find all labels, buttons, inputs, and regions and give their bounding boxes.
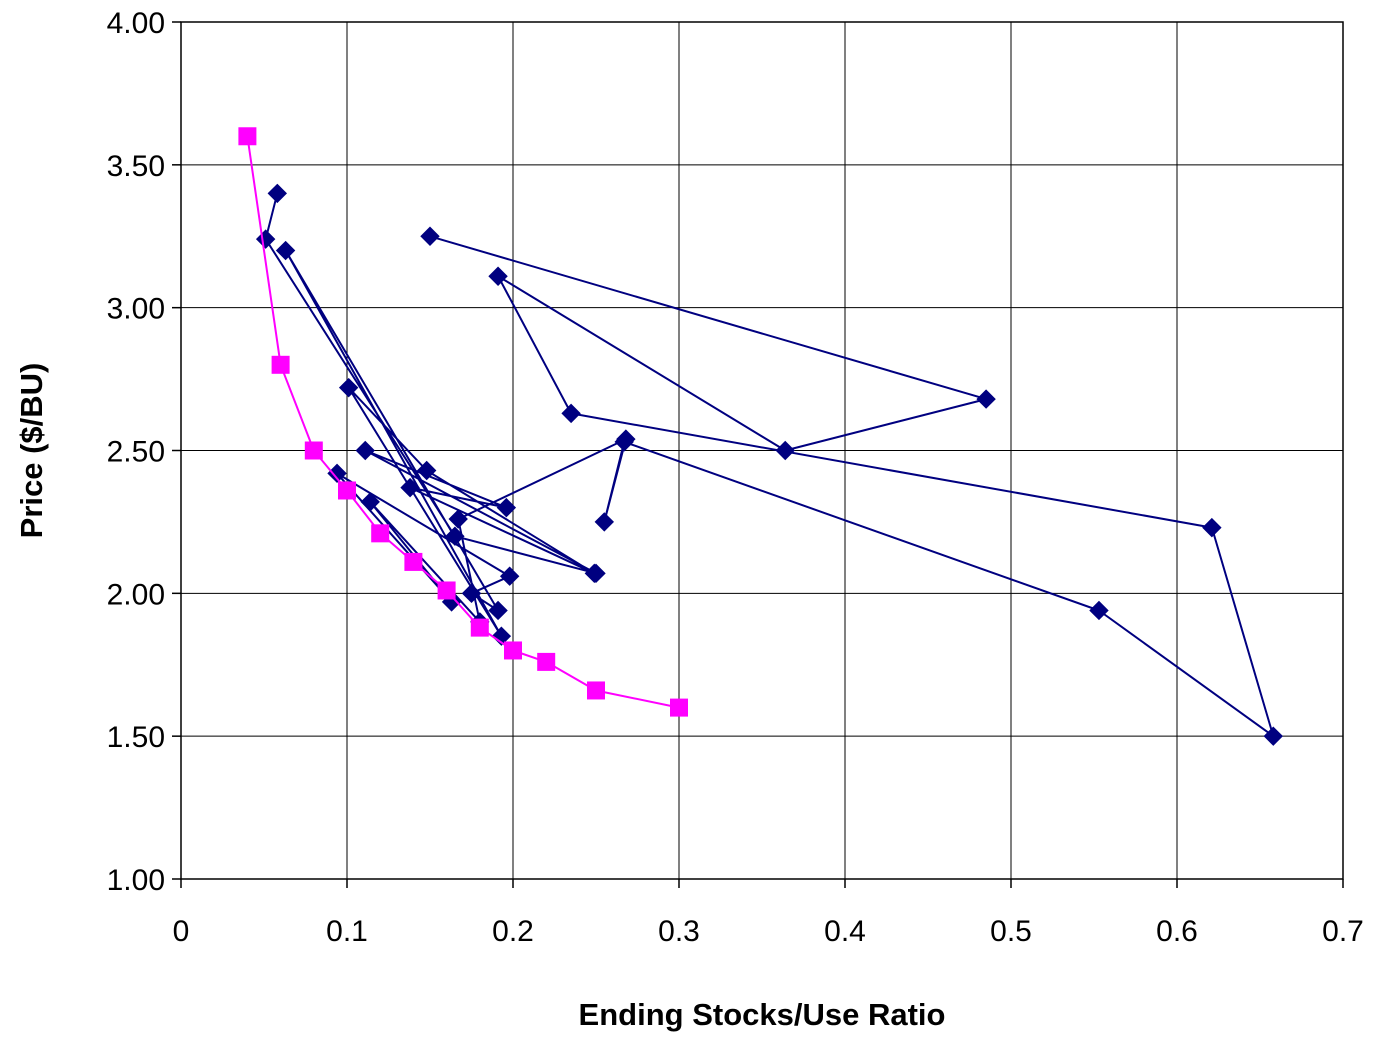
data-point-diamond bbox=[496, 497, 517, 518]
y-tick-label: 4.00 bbox=[107, 7, 165, 40]
data-point-square bbox=[470, 618, 489, 637]
x-tick-label: 0.2 bbox=[492, 915, 534, 948]
data-point-diamond bbox=[488, 600, 508, 621]
x-tick-label: 0.1 bbox=[326, 915, 368, 948]
data-point-diamond bbox=[594, 512, 615, 532]
series bbox=[238, 127, 1283, 746]
data-point-diamond bbox=[488, 266, 508, 286]
data-point-diamond bbox=[775, 440, 795, 461]
y-tick-label: 3.50 bbox=[107, 150, 165, 183]
series-2 bbox=[238, 127, 688, 717]
data-point-diamond bbox=[1263, 726, 1283, 746]
x-axis-ticks: 0 0.1 0.2 0.3 0.4 0.5 0.6 0.7 bbox=[173, 879, 1364, 948]
data-point-square bbox=[338, 481, 356, 500]
data-point-diamond bbox=[400, 477, 420, 498]
y-axis-title: Price ($/BU) bbox=[14, 363, 49, 539]
data-point-square bbox=[371, 524, 390, 543]
data-point-diamond bbox=[976, 389, 996, 409]
data-point-square bbox=[537, 652, 556, 671]
y-tick-label: 2.50 bbox=[107, 436, 165, 469]
y-axis-ticks: 1.00 1.50 2.00 2.50 3.00 3.50 4.00 bbox=[107, 7, 181, 897]
x-tick-label: 0.4 bbox=[824, 915, 866, 948]
data-point-diamond bbox=[1089, 600, 1109, 621]
data-point-diamond bbox=[491, 626, 512, 646]
data-point-square bbox=[437, 581, 456, 600]
data-point-square bbox=[238, 127, 257, 146]
x-tick-label: 0.5 bbox=[990, 915, 1032, 948]
data-point-diamond bbox=[420, 226, 440, 246]
gridlines bbox=[180, 21, 1344, 880]
data-point-square bbox=[271, 355, 290, 374]
data-point-diamond bbox=[360, 492, 380, 512]
y-tick-label: 2.00 bbox=[107, 578, 165, 611]
x-tick-label: 0.7 bbox=[1322, 915, 1364, 948]
y-tick-label: 1.50 bbox=[107, 721, 165, 754]
data-point-diamond bbox=[445, 526, 465, 546]
data-point-diamond bbox=[275, 240, 296, 261]
data-point-diamond bbox=[499, 566, 520, 586]
data-point-diamond bbox=[584, 563, 605, 584]
data-point-square bbox=[304, 441, 323, 460]
data-point-diamond bbox=[267, 183, 287, 204]
y-tick-label: 1.00 bbox=[107, 864, 165, 897]
x-tick-label: 0.3 bbox=[658, 915, 700, 948]
data-point-diamond bbox=[448, 509, 468, 529]
data-point-square bbox=[404, 552, 423, 571]
x-tick-label: 0.6 bbox=[1156, 915, 1198, 948]
x-tick-label: 0 bbox=[173, 915, 190, 948]
data-point-square bbox=[587, 681, 605, 700]
series-1 bbox=[255, 183, 1283, 746]
data-point-diamond bbox=[461, 583, 482, 604]
y-tick-label: 3.00 bbox=[107, 293, 165, 326]
data-point-square bbox=[504, 641, 522, 660]
data-point-diamond bbox=[416, 460, 437, 481]
data-point-diamond bbox=[614, 432, 634, 452]
data-point-diamond bbox=[1202, 517, 1222, 538]
data-point-diamond bbox=[355, 440, 375, 461]
data-point-diamond bbox=[561, 403, 581, 424]
x-axis-title: Ending Stocks/Use Ratio bbox=[579, 997, 946, 1032]
data-point-square bbox=[670, 698, 688, 717]
data-point-diamond bbox=[338, 377, 359, 398]
